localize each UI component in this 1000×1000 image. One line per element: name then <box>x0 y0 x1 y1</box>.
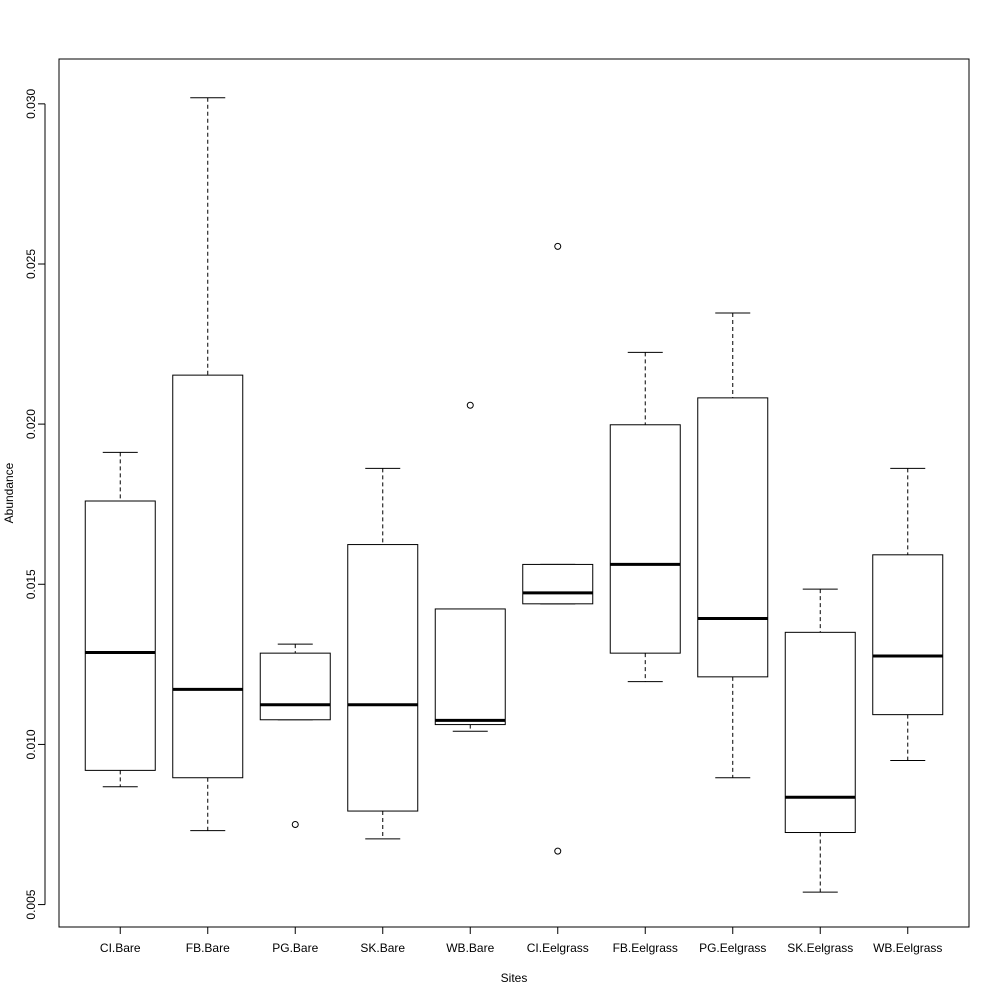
y-tick-label: 0.010 <box>24 729 38 759</box>
y-axis: 0.005 0.010 0.015 0.020 0.025 0.030 <box>24 89 46 920</box>
y-tick-label: 0.025 <box>24 249 38 279</box>
x-axis-label: Sites <box>501 971 528 985</box>
box-pg-bare <box>259 643 331 829</box>
x-tick-label: PG.Eelgrass <box>699 941 766 955</box>
box-fb-eelgrass <box>609 351 681 683</box>
box-fb-bare <box>172 97 244 832</box>
x-tick-label: WB.Bare <box>446 941 494 955</box>
iqr-box <box>872 554 944 716</box>
y-tick-label: 0.020 <box>24 409 38 439</box>
y-tick-label: 0.015 <box>24 569 38 599</box>
iqr-box <box>172 374 244 779</box>
iqr-box <box>784 631 856 834</box>
x-tick-label: SK.Bare <box>360 941 405 955</box>
outlier-point <box>291 821 299 829</box>
y-tick-label: 0.005 <box>24 889 38 919</box>
iqr-box <box>697 397 769 678</box>
outlier-point <box>554 242 562 250</box>
box-pg-eelgrass <box>697 312 769 779</box>
box-sk-eelgrass <box>784 588 856 893</box>
y-axis-label: Abundance <box>2 462 16 523</box>
box-ci-eelgrass <box>522 242 594 855</box>
box-wb-bare <box>434 401 506 732</box>
outlier-point <box>554 847 562 855</box>
x-tick-label: WB.Eelgrass <box>873 941 942 955</box>
x-tick-label: CI.Bare <box>100 941 141 955</box>
x-tick-label: CI.Eelgrass <box>527 941 589 955</box>
iqr-box <box>609 424 681 654</box>
x-tick-label: FB.Bare <box>186 941 230 955</box>
box-ci-bare <box>84 451 156 788</box>
y-tick-label: 0.030 <box>24 89 38 119</box>
iqr-box <box>522 563 594 605</box>
box-sk-bare <box>347 467 419 840</box>
iqr-box <box>259 652 331 721</box>
x-axis: CI.Bare FB.Bare PG.Bare SK.Bare WB.Bare CI.Ee… <box>100 926 942 955</box>
outlier-point <box>466 401 474 409</box>
x-tick-label: FB.Eelgrass <box>613 941 678 955</box>
iqr-box <box>347 544 419 812</box>
x-tick-label: SK.Eelgrass <box>787 941 853 955</box>
iqr-box <box>434 608 506 726</box>
iqr-box <box>84 500 156 771</box>
box-wb-eelgrass <box>872 467 944 761</box>
boxes <box>84 97 944 893</box>
x-tick-label: PG.Bare <box>272 941 318 955</box>
